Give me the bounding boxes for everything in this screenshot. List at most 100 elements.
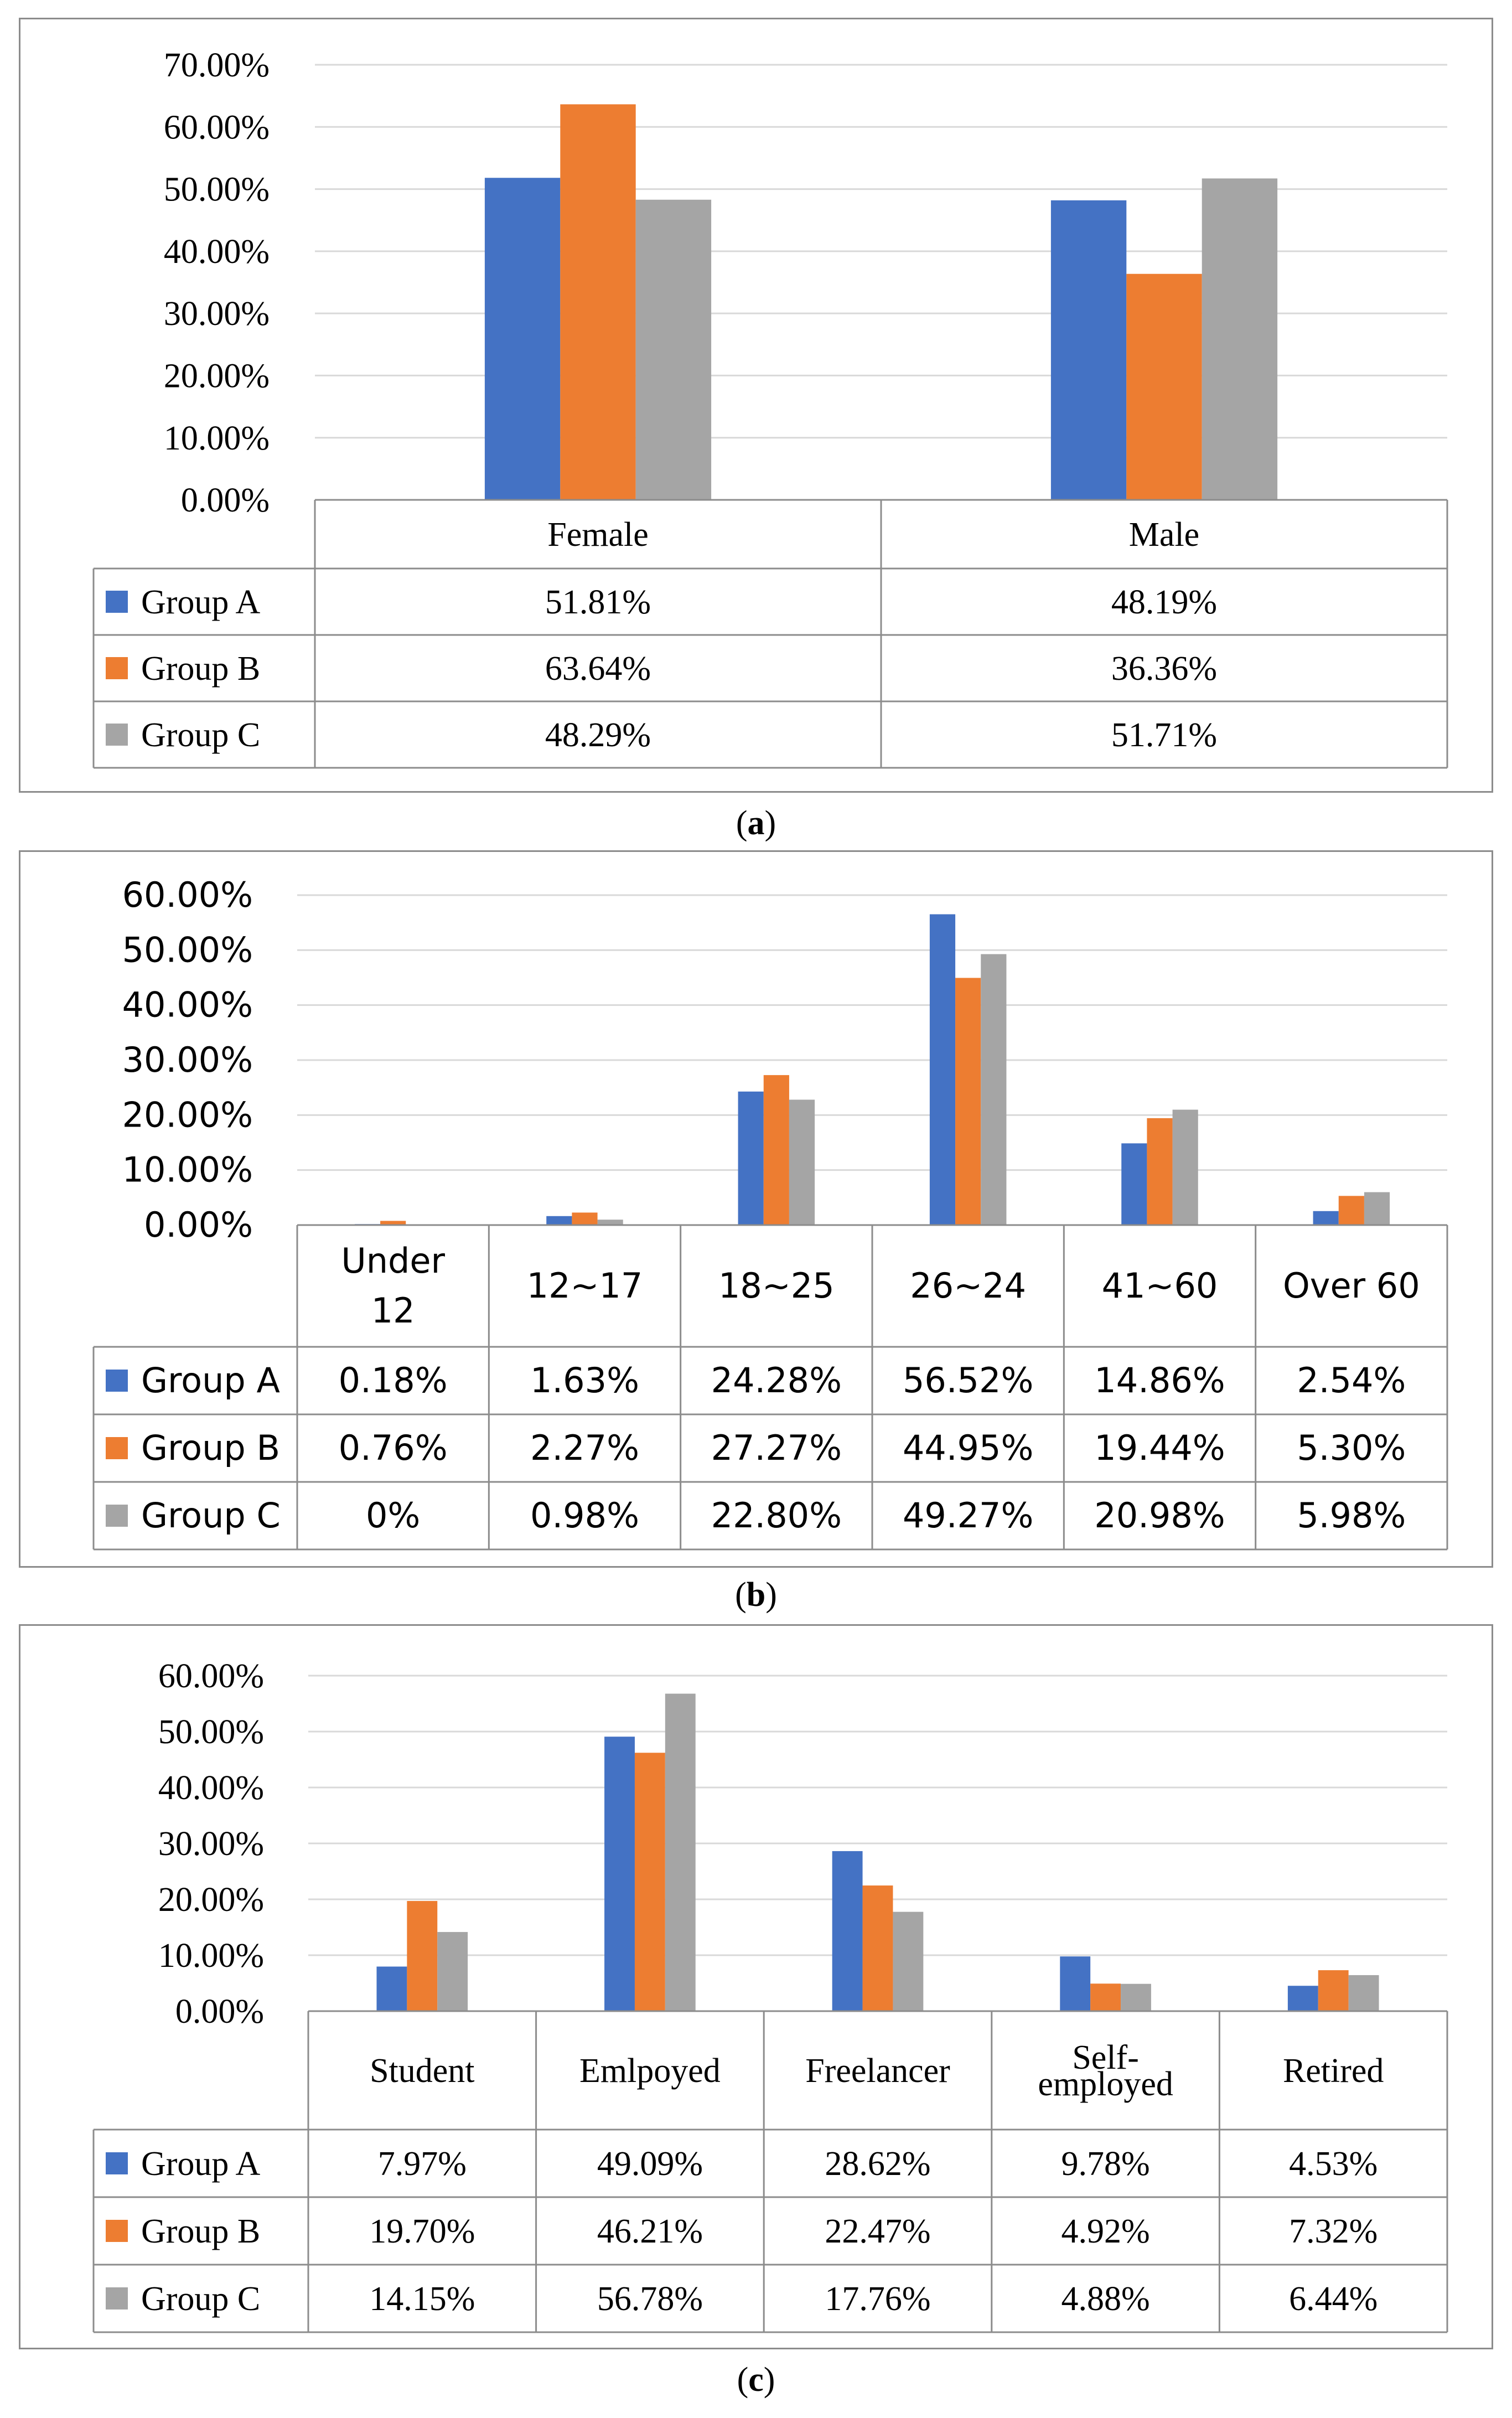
data-label: 4.92% xyxy=(1061,2213,1150,2250)
x-category-label: Student xyxy=(370,2052,474,2090)
chart-c-svg: 0.00% 10.00% 20.00% 30.00% 40.00% 50.00% 60.00… xyxy=(92,1657,1448,2333)
x-category-label: employed xyxy=(1038,2065,1173,2103)
legend-key-1 xyxy=(106,591,128,613)
y-tick-label: 40.00% xyxy=(122,985,253,1025)
bar-group-c-2 xyxy=(789,1099,815,1225)
bar-group-c-3 xyxy=(1121,1983,1151,2011)
bar-group-a-2 xyxy=(738,1091,764,1225)
bar-group-a-1 xyxy=(1050,200,1127,500)
bar-group-c-1 xyxy=(597,1220,623,1225)
bar-group-a-3 xyxy=(1060,1956,1091,2011)
y-tick-label: 20.00% xyxy=(158,1881,264,1919)
bar-group-b-0 xyxy=(407,1901,438,2011)
data-label: 7.32% xyxy=(1289,2213,1378,2250)
chart-a-svg: 0.00% 10.00% 20.00% 30.00% 40.00% 50.00% 60.00… xyxy=(92,46,1448,769)
y-tick-label: 20.00% xyxy=(122,1094,253,1135)
legend-key-3 xyxy=(106,724,128,746)
x-category-label: 26~24 xyxy=(910,1265,1026,1306)
bar-group-c-5 xyxy=(1364,1192,1390,1225)
legend-series-name: Group A xyxy=(141,583,261,621)
caption-b-letter: b xyxy=(746,1576,766,1614)
legend-series-name: Group C xyxy=(141,1495,281,1536)
y-tick-label: 0.00% xyxy=(181,482,270,519)
y-tick-label: 40.00% xyxy=(164,233,270,271)
x-category-label: 12 xyxy=(371,1290,415,1331)
data-label: 0.18% xyxy=(339,1360,448,1401)
chart-panel-c: 0.00% 10.00% 20.00% 30.00% 40.00% 50.00% 60.00… xyxy=(19,1624,1493,2349)
data-label: 1.63% xyxy=(530,1360,639,1401)
data-label: 0% xyxy=(366,1495,420,1536)
bar-group-c-3 xyxy=(981,954,1007,1225)
data-label: 7.97% xyxy=(378,2145,467,2183)
legend-key-1 xyxy=(106,2152,128,2174)
legend-series-name: Group C xyxy=(141,716,260,754)
legend-key-2 xyxy=(106,657,128,679)
bar-group-b-1 xyxy=(1126,273,1202,500)
data-label: 4.88% xyxy=(1061,2280,1150,2318)
data-label: 9.78% xyxy=(1061,2145,1150,2183)
legend-series-name: Group B xyxy=(141,1428,280,1468)
x-category-label: 12~17 xyxy=(527,1265,643,1306)
bar-group-c-0 xyxy=(635,199,712,500)
caption-a: (a) xyxy=(736,804,776,842)
data-label: 0.98% xyxy=(530,1495,639,1536)
bar-group-b-0 xyxy=(560,104,636,500)
data-label: 27.27% xyxy=(711,1428,842,1468)
bar-group-b-4 xyxy=(1147,1118,1173,1225)
data-label: 28.62% xyxy=(825,2145,930,2183)
y-tick-label: 60.00% xyxy=(122,875,253,915)
data-label: 49.27% xyxy=(903,1495,1033,1536)
bar-group-a-1 xyxy=(546,1216,572,1225)
data-label: 49.09% xyxy=(597,2145,703,2183)
bar-group-b-1 xyxy=(572,1212,598,1225)
bar-group-a-4 xyxy=(1287,1986,1318,2011)
bar-group-b-0 xyxy=(380,1221,406,1225)
bar-group-b-2 xyxy=(763,1075,789,1225)
data-label: 51.71% xyxy=(1111,716,1217,754)
bar-group-c-4 xyxy=(1348,1975,1379,2011)
bar-group-c-2 xyxy=(893,1911,924,2011)
y-tick-label: 20.00% xyxy=(164,358,270,395)
legend-key-2 xyxy=(106,1437,128,1459)
legend-series-name: Group B xyxy=(141,2213,260,2250)
bar-group-b-3 xyxy=(1090,1983,1121,2011)
caption-c: (c) xyxy=(737,2361,775,2399)
legend-series-name: Group C xyxy=(141,2280,260,2318)
y-tick-label: 60.00% xyxy=(158,1657,264,1695)
bar-group-a-5 xyxy=(1313,1211,1339,1225)
legend-key-3 xyxy=(106,1505,128,1527)
x-category-label: Self- xyxy=(1072,2039,1139,2076)
bar-group-a-2 xyxy=(832,1851,863,2011)
y-tick-label: 0.00% xyxy=(175,1993,264,2031)
bar-group-a-3 xyxy=(929,914,956,1225)
legend-key-2 xyxy=(106,2220,128,2242)
bar-group-b-2 xyxy=(862,1885,893,2011)
data-label: 56.78% xyxy=(597,2280,703,2318)
y-tick-label: 30.00% xyxy=(122,1040,253,1080)
legend-series-name: Group A xyxy=(141,2145,261,2183)
legend-series-name: Group B xyxy=(141,650,260,688)
y-tick-label: 70.00% xyxy=(164,46,270,84)
y-tick-label: 30.00% xyxy=(158,1825,264,1863)
caption-a-letter: a xyxy=(747,804,765,842)
data-label: 56.52% xyxy=(903,1360,1033,1401)
x-category-label: Male xyxy=(1129,516,1199,554)
data-label: 48.29% xyxy=(545,716,651,754)
x-category-label: Freelancer xyxy=(805,2052,950,2090)
legend-series-name: Group A xyxy=(141,1360,280,1401)
data-label: 36.36% xyxy=(1111,650,1217,688)
data-label: 14.86% xyxy=(1094,1360,1225,1401)
x-category-label: 41~60 xyxy=(1102,1265,1218,1306)
chart-b-svg: 0.00% 10.00% 20.00% 30.00% 40.00% 50.00% 60.00… xyxy=(92,875,1448,1551)
caption-b: (b) xyxy=(735,1576,777,1614)
x-category-label: Emlpoyed xyxy=(579,2052,721,2090)
x-category-label: Retired xyxy=(1283,2052,1384,2090)
caption-c-letter: c xyxy=(748,2361,764,2399)
y-tick-label: 50.00% xyxy=(158,1713,264,1751)
data-label: 2.54% xyxy=(1297,1360,1406,1401)
chart-panel-a: 0.00% 10.00% 20.00% 30.00% 40.00% 50.00% 60.00… xyxy=(19,18,1493,793)
bar-group-a-1 xyxy=(604,1737,635,2011)
bar-group-c-1 xyxy=(665,1693,696,2011)
y-tick-label: 60.00% xyxy=(164,108,270,146)
y-tick-label: 10.00% xyxy=(122,1150,253,1190)
